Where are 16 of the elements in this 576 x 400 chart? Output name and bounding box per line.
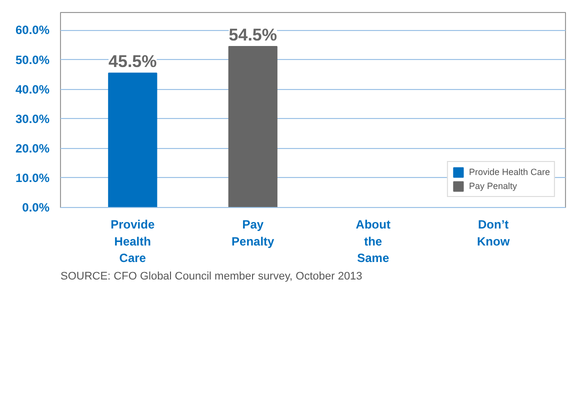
y-tick-label: 40.0%: [15, 82, 50, 96]
source-note: SOURCE: CFO Global Council member survey, October 2013: [60, 270, 362, 282]
text: 54.5%: [228, 25, 277, 44]
y-tick-label: 10.0%: [15, 170, 50, 185]
y-tick-label: 50.0%: [15, 52, 50, 67]
text: 45.5%: [108, 52, 157, 72]
y-tick-label: 0.0%: [22, 200, 50, 214]
y-tick-label: 20.0%: [15, 141, 50, 156]
x-tick-label: Don’t Know: [477, 218, 510, 248]
y-tick-label: 60.0%: [15, 23, 50, 38]
x-tick-label: About the Same: [356, 218, 390, 266]
x-tick-label: Provide Health Care: [110, 218, 155, 266]
y-tick-label: 30.0%: [15, 112, 50, 126]
legend-label: Pay Penalty: [468, 180, 517, 192]
x-tick-label: Pay Penalty: [232, 218, 275, 248]
legend-label: Provide Health Care: [468, 166, 550, 178]
